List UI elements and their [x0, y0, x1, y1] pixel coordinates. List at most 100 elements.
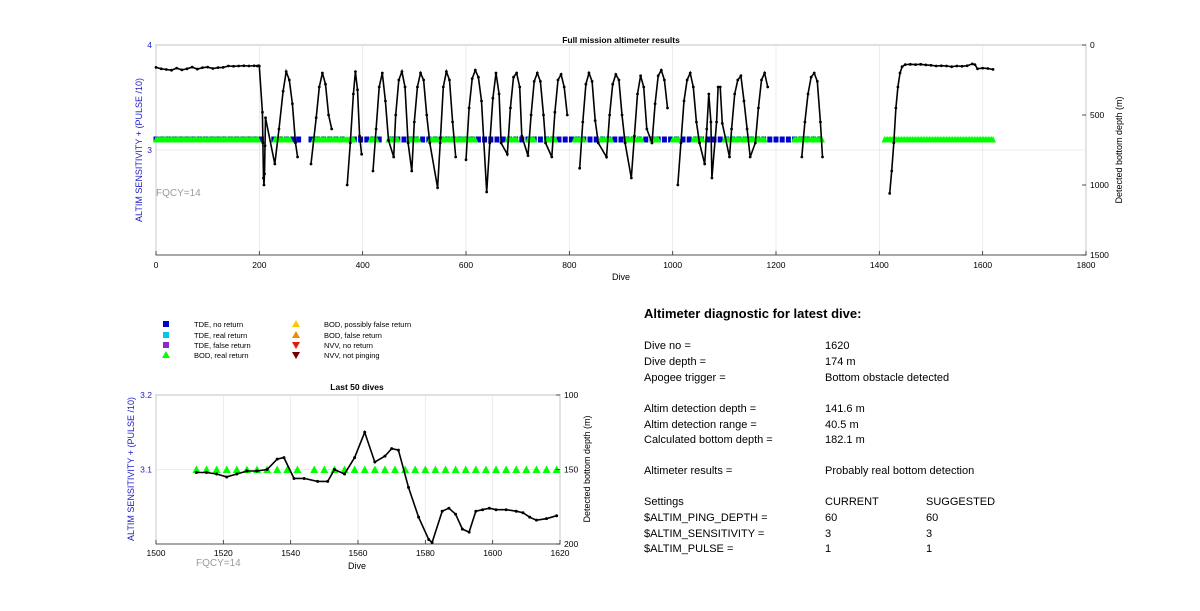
top-depth-point — [387, 138, 390, 142]
bottom-bod-real-return-marker — [461, 465, 470, 473]
bottom-bod-real-return-marker — [471, 465, 480, 473]
top-depth-point — [371, 169, 375, 173]
altim-depth-value: 141.6 m — [825, 403, 865, 415]
top-depth-point — [581, 120, 585, 124]
tde-no-return-marker — [500, 136, 506, 143]
legend-label: TDE, no return — [194, 320, 243, 329]
top-depth-point — [960, 64, 964, 68]
top-depth-point — [216, 66, 220, 70]
bottom-bod-real-return-marker — [320, 465, 329, 473]
apogee-trigger-label: Apogee trigger = — [644, 372, 726, 384]
top-depth-point — [924, 63, 928, 67]
ping-depth-suggested: 60 — [926, 512, 939, 524]
bottom-depth-point — [292, 476, 296, 480]
top-depth-point — [394, 113, 398, 117]
legend-entry: BOD, false return — [292, 331, 382, 340]
legend-square-marker — [163, 342, 169, 348]
top-depth-point — [720, 122, 724, 125]
bottom-depth-point — [235, 472, 239, 476]
top-depth-point — [185, 67, 189, 71]
top-depth-point — [403, 85, 407, 89]
bottom-depth-point — [460, 527, 464, 531]
top-depth-point — [539, 80, 542, 83]
bottom-bod-real-return-marker — [441, 465, 450, 473]
top-depth-point — [324, 82, 327, 86]
ping-depth-label: $ALTIM_PING_DEPTH = — [644, 512, 768, 524]
legend-entry: TDE, real return — [163, 331, 247, 340]
altimeter-results-label: Altimeter results = — [644, 465, 733, 477]
top-depth-point — [247, 64, 251, 68]
top-depth-point — [436, 186, 439, 190]
tde-no-return-marker — [556, 136, 562, 143]
top-x-tick-label: 1600 — [973, 260, 992, 270]
bod-real-return-marker — [350, 136, 357, 143]
top-depth-point — [327, 113, 330, 117]
top-depth-point — [470, 77, 474, 80]
top-depth-point — [815, 80, 819, 83]
top-depth-point — [890, 169, 894, 173]
altim-range-value: 40.5 m — [825, 419, 859, 431]
top-depth-point — [221, 66, 225, 69]
bottom-bod-real-return-marker — [451, 465, 460, 473]
bottom-bod-real-return-marker — [350, 465, 359, 473]
top-depth-point — [412, 120, 416, 124]
top-depth-point — [688, 71, 692, 75]
top-depth-point — [195, 67, 199, 71]
bottom-depth-point — [487, 506, 491, 510]
top-depth-point — [529, 113, 533, 117]
top-depth-point — [180, 68, 184, 72]
top-depth-point — [973, 63, 977, 66]
bottom-depth-point — [555, 514, 559, 518]
top-depth-point — [317, 85, 321, 89]
top-tde-markers — [153, 136, 996, 143]
top-depth-point — [170, 68, 173, 72]
top-depth-point — [578, 166, 582, 170]
bottom-y-right-tick-label: 100 — [564, 390, 578, 400]
top-depth-point — [320, 71, 324, 75]
bottom-depth-point — [514, 509, 518, 513]
bottom-depth-point — [390, 447, 394, 451]
top-depth-point — [438, 141, 442, 145]
bottom-y-right-label: Detected bottom depth (m) — [582, 415, 592, 522]
top-depth-point — [348, 141, 352, 145]
top-depth-point — [676, 183, 680, 187]
dive-depth-label: Dive depth = — [644, 356, 707, 368]
bottom-depth-point — [474, 509, 478, 513]
diagnostic-heading: Altimeter diagnostic for latest dive: — [644, 306, 862, 321]
top-depth-point — [273, 162, 277, 166]
tde-no-return-marker — [779, 136, 785, 143]
top-depth-point — [745, 127, 749, 131]
bottom-bod-real-return-marker — [502, 465, 511, 473]
top-depth-point — [981, 66, 985, 70]
top-depth-point — [679, 141, 683, 145]
top-depth-point — [509, 106, 512, 110]
top-depth-point — [919, 62, 923, 66]
tde-no-return-marker — [364, 136, 370, 143]
tde-no-return-marker — [376, 136, 382, 143]
top-depth-point — [698, 141, 701, 145]
top-depth-point — [485, 190, 489, 194]
suggested-header: SUGGESTED — [926, 496, 996, 508]
altim-depth-label: Altim detection depth = — [644, 403, 757, 415]
top-depth-point — [360, 152, 364, 156]
top-depth-point — [356, 88, 359, 92]
legend-entry: NVV, not pinging — [292, 351, 380, 360]
top-depth-point — [261, 141, 265, 145]
top-depth-point — [800, 155, 804, 159]
bod-real-return-marker — [655, 136, 662, 143]
bottom-chart-title: Last 50 dives — [330, 382, 384, 392]
legend-entry: TDE, no return — [163, 320, 243, 329]
bottom-y-right-tick-label: 150 — [564, 465, 578, 475]
tde-no-return-marker — [686, 136, 692, 143]
top-depth-point — [892, 141, 896, 145]
bod-real-return-marker — [552, 136, 559, 143]
tde-no-return-marker — [537, 136, 543, 143]
bottom-bod-real-return-marker — [532, 465, 541, 473]
bottom-depth-point — [245, 469, 249, 473]
tde-no-return-marker — [773, 136, 779, 143]
tde-no-return-marker — [767, 136, 773, 143]
bottom-depth-point — [440, 509, 444, 513]
top-depth-line — [801, 71, 824, 158]
top-depth-point — [965, 64, 969, 68]
top-depth-point — [707, 92, 711, 96]
